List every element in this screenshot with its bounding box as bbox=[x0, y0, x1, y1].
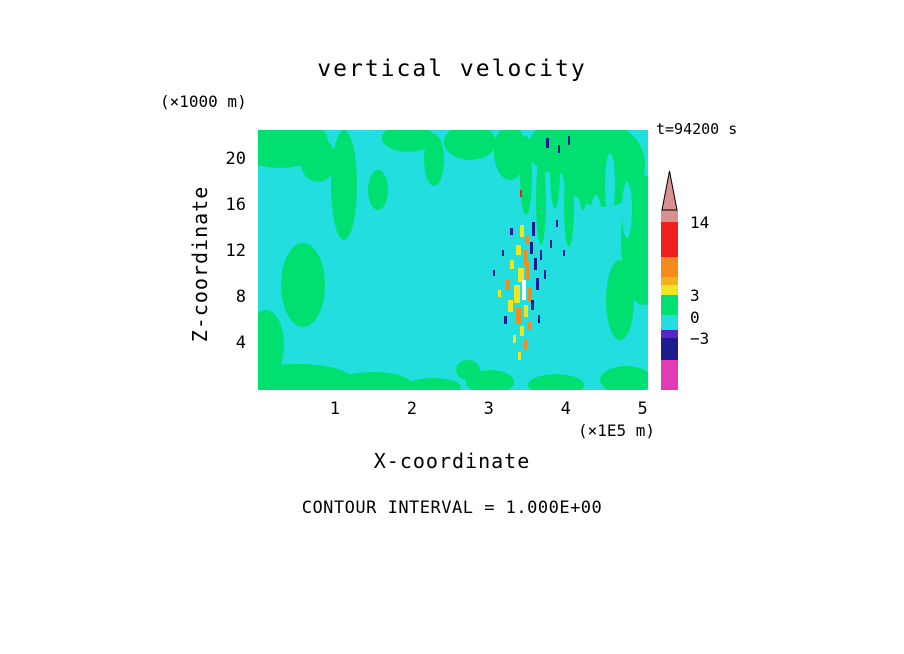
turbulence-speckle bbox=[536, 278, 539, 290]
turbulence-speckle bbox=[540, 250, 542, 260]
turbulence-speckle bbox=[506, 280, 510, 290]
turbulence-speckle bbox=[514, 285, 520, 303]
turbulence-speckle bbox=[526, 235, 529, 244]
turbulence-speckle bbox=[544, 270, 546, 279]
turbulence-speckle bbox=[556, 220, 558, 227]
cyan-streak bbox=[622, 182, 632, 238]
green-patch bbox=[258, 310, 284, 380]
colorbar-tick-label: −3 bbox=[690, 328, 710, 348]
turbulence-speckle bbox=[518, 268, 524, 282]
x-tick-label: 2 bbox=[406, 399, 417, 419]
z-tick-label: 8 bbox=[235, 286, 246, 307]
colorbar-segment bbox=[661, 210, 678, 222]
x-tick-label: 3 bbox=[483, 399, 494, 419]
x-tick-label: 5 bbox=[637, 399, 648, 419]
colorbar-arrow-tip bbox=[661, 170, 678, 211]
turbulence-speckle bbox=[516, 245, 521, 255]
turbulence-speckle bbox=[516, 308, 521, 324]
green-patch bbox=[335, 372, 411, 390]
turbulence-speckle bbox=[524, 250, 527, 266]
turbulence-speckle bbox=[532, 222, 535, 236]
z-axis-unit: (×1000 m) bbox=[160, 92, 247, 111]
green-patch bbox=[456, 360, 480, 380]
colorbar-segment bbox=[661, 330, 678, 338]
turbulence-speckle bbox=[538, 315, 540, 323]
turbulence-speckle bbox=[508, 300, 513, 312]
turbulence-speckle bbox=[504, 316, 507, 324]
green-patch bbox=[528, 374, 584, 390]
turbulence-speckle bbox=[518, 352, 521, 360]
cyan-streak bbox=[605, 153, 615, 217]
turbulence-speckle bbox=[531, 300, 534, 310]
turbulence-speckle bbox=[563, 250, 565, 256]
green-patch bbox=[564, 163, 574, 247]
green-patch bbox=[536, 155, 546, 245]
x-axis-unit: (×1E5 m) bbox=[577, 421, 655, 440]
z-tick-label: 20 bbox=[225, 148, 246, 169]
colorbar-segment bbox=[661, 338, 678, 360]
colorbar-segment bbox=[661, 295, 678, 315]
turbulence-speckle bbox=[522, 280, 526, 300]
colorbar-segment bbox=[661, 285, 678, 295]
colorbar-segment bbox=[661, 257, 678, 277]
turbulence-speckle bbox=[510, 228, 513, 235]
colorbar bbox=[661, 170, 678, 390]
green-patch bbox=[368, 170, 388, 210]
turbulence-speckle bbox=[493, 270, 495, 276]
green-patch bbox=[444, 130, 496, 160]
green-patch bbox=[405, 378, 461, 390]
colorbar-segment bbox=[661, 222, 678, 257]
turbulence-speckle bbox=[502, 250, 504, 256]
green-patch bbox=[331, 130, 357, 240]
turbulence-speckle bbox=[520, 326, 524, 336]
time-annotation: t=94200 s bbox=[656, 120, 738, 138]
x-tick-label: 4 bbox=[560, 399, 571, 419]
turbulence-speckle bbox=[568, 136, 570, 145]
colorbar-segment bbox=[661, 277, 678, 285]
green-patch bbox=[281, 243, 325, 327]
turbulence-speckle bbox=[528, 288, 532, 302]
turbulence-speckle bbox=[546, 138, 549, 148]
z-tick-label: 16 bbox=[225, 194, 246, 215]
z-tick-label: 4 bbox=[235, 332, 246, 353]
turbulence-speckle bbox=[534, 258, 537, 270]
contour-field bbox=[258, 130, 648, 390]
contour-interval-note: CONTOUR INTERVAL = 1.000E+00 bbox=[301, 498, 603, 518]
turbulence-speckle bbox=[524, 305, 528, 317]
green-patch bbox=[600, 366, 648, 390]
green-patch bbox=[520, 135, 532, 215]
turbulence-speckle bbox=[530, 242, 533, 254]
colorbar-tick-label: 14 bbox=[690, 213, 710, 233]
chart-title: vertical velocity bbox=[317, 56, 587, 82]
x-tick-label: 1 bbox=[329, 399, 341, 419]
green-patch bbox=[578, 140, 588, 210]
turbulence-speckle bbox=[510, 260, 514, 269]
turbulence-speckle bbox=[513, 335, 516, 343]
turbulence-speckle bbox=[528, 322, 531, 330]
green-patch bbox=[550, 132, 560, 208]
z-tick-label: 12 bbox=[225, 240, 246, 261]
turbulence-speckle bbox=[558, 145, 560, 153]
turbulence-speckle bbox=[550, 240, 552, 248]
green-patch bbox=[494, 130, 526, 180]
colorbar-segment bbox=[661, 315, 678, 330]
turbulence-speckle bbox=[526, 262, 529, 280]
turbulence-speckle bbox=[520, 225, 524, 237]
cyan-streak bbox=[590, 195, 602, 255]
green-patch bbox=[300, 138, 336, 182]
green-patch bbox=[382, 130, 434, 152]
colorbar-tick-label: 3 bbox=[690, 285, 700, 305]
turbulence-speckle bbox=[498, 290, 501, 297]
colorbar-tick-label: 0 bbox=[690, 308, 700, 328]
turbulence-speckle bbox=[520, 190, 522, 197]
green-patch bbox=[424, 134, 444, 186]
turbulence-speckle bbox=[524, 340, 527, 350]
colorbar-segment bbox=[661, 360, 678, 390]
x-axis-label: X-coordinate bbox=[373, 449, 531, 473]
z-axis-label: Z-coordinate bbox=[188, 185, 212, 343]
green-patch bbox=[606, 260, 634, 340]
green-patch bbox=[258, 364, 353, 390]
